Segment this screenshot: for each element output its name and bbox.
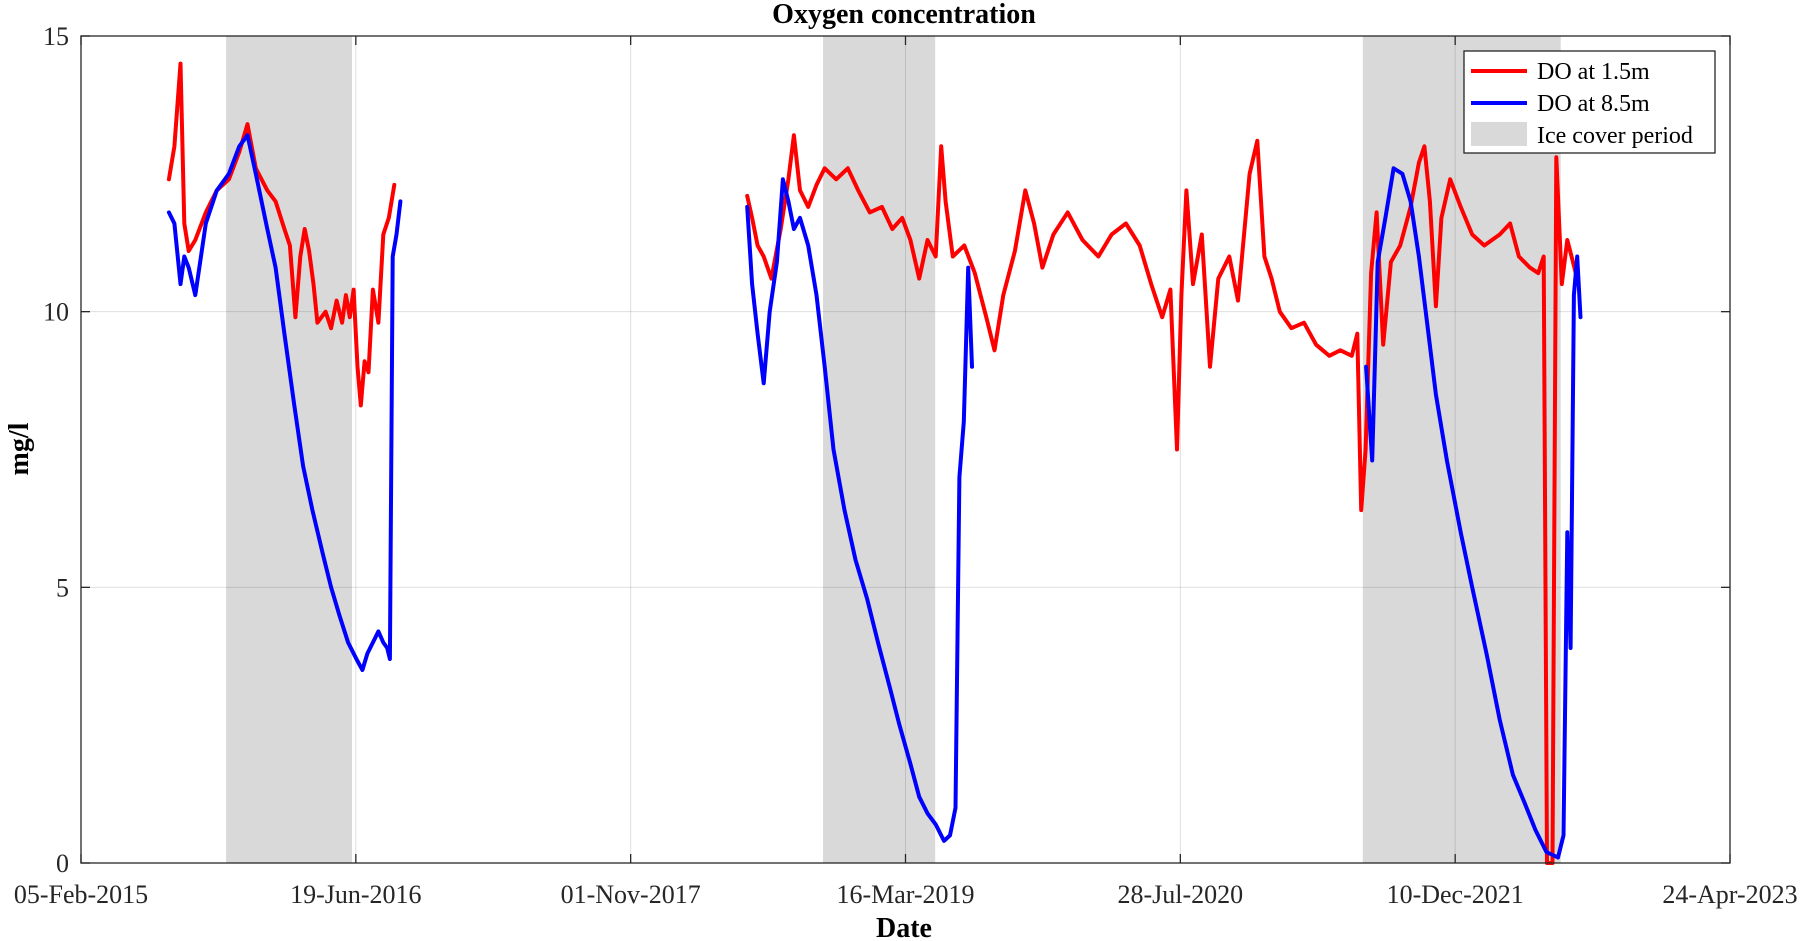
chart-title: Oxygen concentration [772, 0, 1036, 30]
x-tick-label: 01-Nov-2017 [561, 880, 701, 909]
y-axis-label: mg/l [4, 422, 35, 475]
series-layer [166, 61, 1583, 865]
legend-label-ice-cover: Ice cover period [1537, 123, 1693, 149]
series-1-segment-1 [166, 61, 397, 408]
ice-cover-period-2 [823, 36, 936, 863]
x-axis-label: Date [876, 913, 932, 941]
series-2-segment-1 [166, 133, 403, 672]
x-tick-label: 10-Dec-2021 [1387, 880, 1524, 909]
x-tick-label: 05-Feb-2015 [14, 880, 148, 909]
tick-layer: 05-Feb-2015 19-Jun-2016 01-Nov-2017 16-Mar-… [14, 22, 1798, 909]
x-tick-label: 24-Apr-2023 [1662, 880, 1797, 909]
y-tick-label: 15 [43, 22, 69, 51]
legend-label-do-8-5m: DO at 8.5m [1537, 91, 1650, 117]
y-tick-label: 0 [56, 849, 69, 878]
series-2-segment-2 [745, 177, 974, 843]
y-tick-label: 5 [56, 573, 69, 602]
legend-swatch-ice-cover [1471, 122, 1527, 146]
ice-cover-period-3 [1362, 36, 1561, 863]
x-tick-label: 16-Mar-2019 [836, 880, 974, 909]
x-tick-label: 19-Jun-2016 [290, 880, 421, 909]
y-tick-label: 10 [43, 298, 69, 327]
x-tick-label: 28-Jul-2020 [1117, 880, 1243, 909]
legend-label-do-1-5m: DO at 1.5m [1537, 59, 1650, 85]
ice-cover-period-1 [226, 36, 352, 863]
series-1-segment-2 [745, 133, 1581, 865]
series-2-segment-3 [1364, 166, 1583, 860]
legend: DO at 1.5m DO at 8.5m Ice cover period [1463, 50, 1716, 154]
